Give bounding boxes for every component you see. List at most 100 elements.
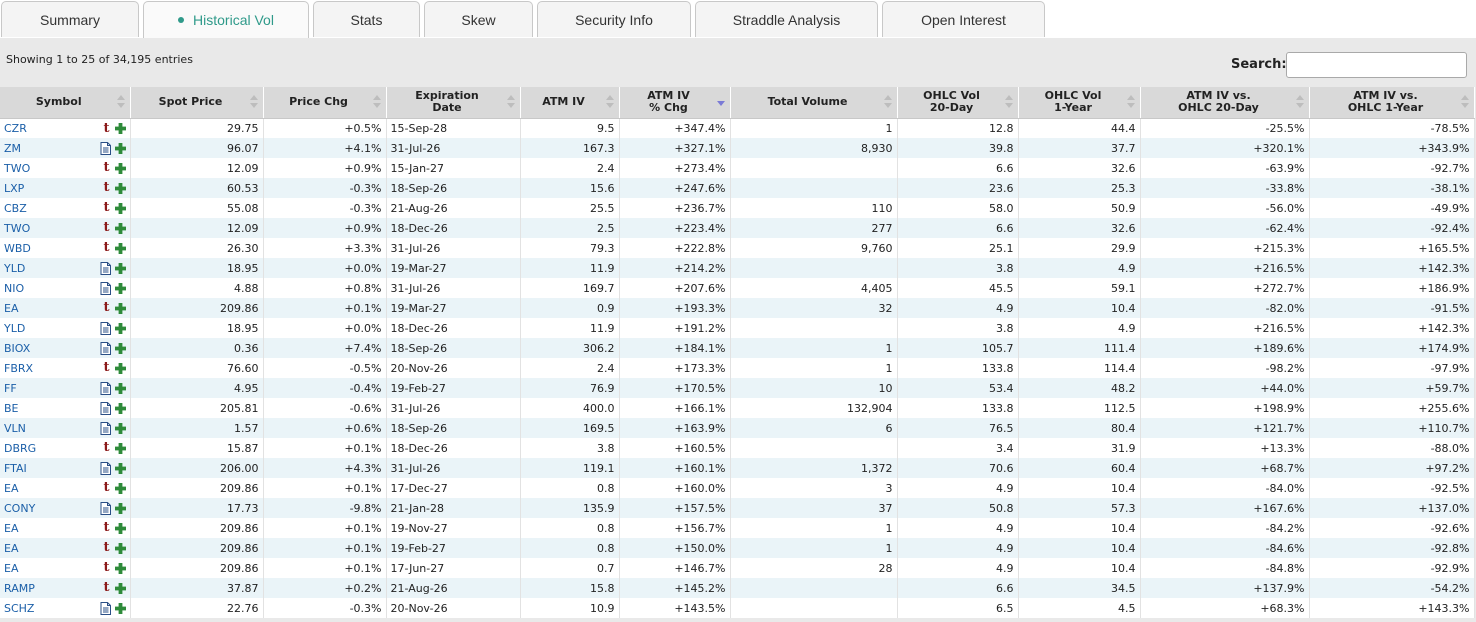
- symbol-link[interactable]: CONY: [4, 501, 36, 515]
- table-row[interactable]: CONY 17.73 -9.8% 21-Jan-28 135.9 +157.5% 37 50.…: [0, 498, 1475, 518]
- document-icon[interactable]: [99, 421, 112, 435]
- add-icon[interactable]: [114, 222, 126, 234]
- table-row[interactable]: SCHZ 22.76 -0.3% 20-Nov-26 10.9 +143.5% 6.5 4.5…: [0, 598, 1475, 618]
- add-icon[interactable]: [114, 182, 126, 194]
- symbol-link[interactable]: RAMP: [4, 581, 35, 595]
- table-row[interactable]: FF 4.95 -0.4% 19-Feb-27 76.9 +170.5% 10 53.4 48.…: [0, 378, 1475, 398]
- symbol-link[interactable]: SCHZ: [4, 601, 35, 615]
- document-icon[interactable]: [99, 281, 112, 295]
- table-row[interactable]: NIO 4.88 +0.8% 31-Jul-26 169.7 +207.6% 4,405 45…: [0, 278, 1475, 298]
- t-icon[interactable]: t: [103, 580, 110, 595]
- column-header-atm-iv-vs-ohlc-20-day[interactable]: ATM IV vs. OHLC 20-Day: [1140, 87, 1310, 119]
- symbol-link[interactable]: FTAI: [4, 461, 27, 475]
- document-icon[interactable]: [99, 461, 112, 475]
- t-icon[interactable]: t: [103, 440, 110, 455]
- column-header-total-volume[interactable]: Total Volume: [730, 87, 898, 119]
- add-icon[interactable]: [114, 582, 126, 594]
- t-icon[interactable]: t: [103, 520, 110, 535]
- column-header-atm-iv-vs-ohlc-1-year[interactable]: ATM IV vs. OHLC 1-Year: [1309, 87, 1475, 119]
- table-row[interactable]: ZM 96.07 +4.1% 31-Jul-26 167.3 +327.1% 8,930 39…: [0, 138, 1475, 158]
- table-row[interactable]: CBZ t 55.08 -0.3% 21-Aug-26 25.5 +236.7% 110 58.…: [0, 198, 1475, 218]
- column-header-expiration-date[interactable]: Expiration Date: [386, 87, 521, 119]
- table-row[interactable]: LXP t 60.53 -0.3% 18-Sep-26 15.6 +247.6% 23.6 25…: [0, 178, 1475, 198]
- t-icon[interactable]: t: [103, 180, 110, 195]
- symbol-link[interactable]: BIOX: [4, 341, 31, 355]
- symbol-link[interactable]: EA: [4, 301, 19, 315]
- symbol-link[interactable]: TWO: [4, 161, 31, 175]
- document-icon[interactable]: [99, 141, 112, 155]
- symbol-link[interactable]: WBD: [4, 241, 31, 255]
- document-icon[interactable]: [99, 601, 112, 615]
- add-icon[interactable]: [114, 502, 126, 514]
- table-row[interactable]: WBD t 26.30 +3.3% 31-Jul-26 79.3 +222.8% 9,760 2…: [0, 238, 1475, 258]
- symbol-link[interactable]: FBRX: [4, 361, 34, 375]
- symbol-link[interactable]: NIO: [4, 281, 25, 295]
- add-icon[interactable]: [114, 202, 126, 214]
- table-row[interactable]: RAMP t 37.87 +0.2% 21-Aug-26 15.8 +145.2% 6.6 34…: [0, 578, 1475, 598]
- t-icon[interactable]: t: [103, 300, 110, 315]
- tab-stats[interactable]: Stats: [313, 1, 420, 37]
- add-icon[interactable]: [114, 402, 126, 414]
- document-icon[interactable]: [99, 501, 112, 515]
- add-icon[interactable]: [114, 522, 126, 534]
- document-icon[interactable]: [99, 401, 112, 415]
- add-icon[interactable]: [114, 562, 126, 574]
- document-icon[interactable]: [99, 381, 112, 395]
- column-header-ohlc-vol-20-day[interactable]: OHLC Vol 20-Day: [897, 87, 1019, 119]
- symbol-link[interactable]: EA: [4, 521, 19, 535]
- table-row[interactable]: TWO t 12.09 +0.9% 15-Jan-27 2.4 +273.4% 6.6 32.6…: [0, 158, 1475, 178]
- t-icon[interactable]: t: [103, 360, 110, 375]
- tab-open-interest[interactable]: Open Interest: [882, 1, 1045, 37]
- table-row[interactable]: BIOX 0.36 +7.4% 18-Sep-26 306.2 +184.1% 1 105.7…: [0, 338, 1475, 358]
- document-icon[interactable]: [99, 341, 112, 355]
- t-icon[interactable]: t: [103, 120, 110, 136]
- column-header-ohlc-vol-1-year[interactable]: OHLC Vol 1-Year: [1018, 87, 1141, 119]
- table-row[interactable]: EA t 209.86 +0.1% 19-Feb-27 0.8 +150.0% 1 4.9 10.…: [0, 538, 1475, 558]
- add-icon[interactable]: [114, 542, 126, 554]
- add-icon[interactable]: [114, 462, 126, 474]
- add-icon[interactable]: [114, 282, 126, 294]
- table-row[interactable]: DBRG t 15.87 +0.1% 18-Dec-26 3.8 +160.5% 3.4 31.…: [0, 438, 1475, 458]
- table-row[interactable]: FBRX t 76.60 -0.5% 20-Nov-26 2.4 +173.3% 1 133.8…: [0, 358, 1475, 378]
- table-row[interactable]: EA t 209.86 +0.1% 19-Mar-27 0.9 +193.3% 32 4.9 10…: [0, 298, 1475, 318]
- table-row[interactable]: EA t 209.86 +0.1% 17-Dec-27 0.8 +160.0% 3 4.9 10.…: [0, 478, 1475, 498]
- symbol-link[interactable]: TWO: [4, 221, 31, 235]
- symbol-link[interactable]: VLN: [4, 421, 26, 435]
- symbol-link[interactable]: YLD: [4, 321, 26, 335]
- column-header-spot-price[interactable]: Spot Price: [130, 87, 264, 119]
- tab-historical-vol[interactable]: Historical Vol: [143, 1, 309, 39]
- table-row[interactable]: EA t 209.86 +0.1% 17-Jun-27 0.7 +146.7% 28 4.9 10…: [0, 558, 1475, 578]
- add-icon[interactable]: [114, 602, 126, 614]
- search-input[interactable]: [1286, 52, 1467, 78]
- table-row[interactable]: YLD 18.95 +0.0% 19-Mar-27 11.9 +214.2% 3.8 4.9 +…: [0, 258, 1475, 278]
- symbol-link[interactable]: DBRG: [4, 441, 37, 455]
- t-icon[interactable]: t: [103, 220, 110, 235]
- symbol-link[interactable]: EA: [4, 541, 19, 555]
- document-icon[interactable]: [99, 261, 112, 275]
- tab-skew[interactable]: Skew: [424, 1, 533, 37]
- document-icon[interactable]: [99, 321, 112, 335]
- add-icon[interactable]: [114, 262, 126, 274]
- add-icon[interactable]: [114, 322, 126, 334]
- add-icon[interactable]: [114, 142, 126, 154]
- symbol-link[interactable]: YLD: [4, 261, 26, 275]
- add-icon[interactable]: [114, 162, 126, 174]
- table-row[interactable]: BE 205.81 -0.6% 31-Jul-26 400.0 +166.1% 132,90…: [0, 398, 1475, 418]
- add-icon[interactable]: [114, 342, 126, 354]
- table-row[interactable]: VLN 1.57 +0.6% 18-Sep-26 169.5 +163.9% 6 76.5 80…: [0, 418, 1475, 438]
- add-icon[interactable]: [114, 482, 126, 494]
- symbol-link[interactable]: CZR: [4, 121, 27, 135]
- t-icon[interactable]: t: [103, 480, 110, 495]
- add-icon[interactable]: [114, 362, 126, 374]
- table-row[interactable]: FTAI 206.00 +4.3% 31-Jul-26 119.1 +160.1% 1,37…: [0, 458, 1475, 478]
- add-icon[interactable]: [114, 302, 126, 314]
- t-icon[interactable]: t: [103, 560, 110, 575]
- symbol-link[interactable]: LXP: [4, 181, 25, 195]
- table-row[interactable]: CZR t 29.75 +0.5% 15-Sep-28 9.5 +347.4% 1 12.8 44…: [0, 118, 1475, 138]
- t-icon[interactable]: t: [103, 160, 110, 175]
- symbol-link[interactable]: BE: [4, 401, 19, 415]
- table-row[interactable]: TWO t 12.09 +0.9% 18-Dec-26 2.5 +223.4% 277 6.6 3…: [0, 218, 1475, 238]
- t-icon[interactable]: t: [103, 540, 110, 555]
- add-icon[interactable]: [114, 123, 126, 134]
- column-header-price-chg[interactable]: Price Chg: [263, 87, 387, 119]
